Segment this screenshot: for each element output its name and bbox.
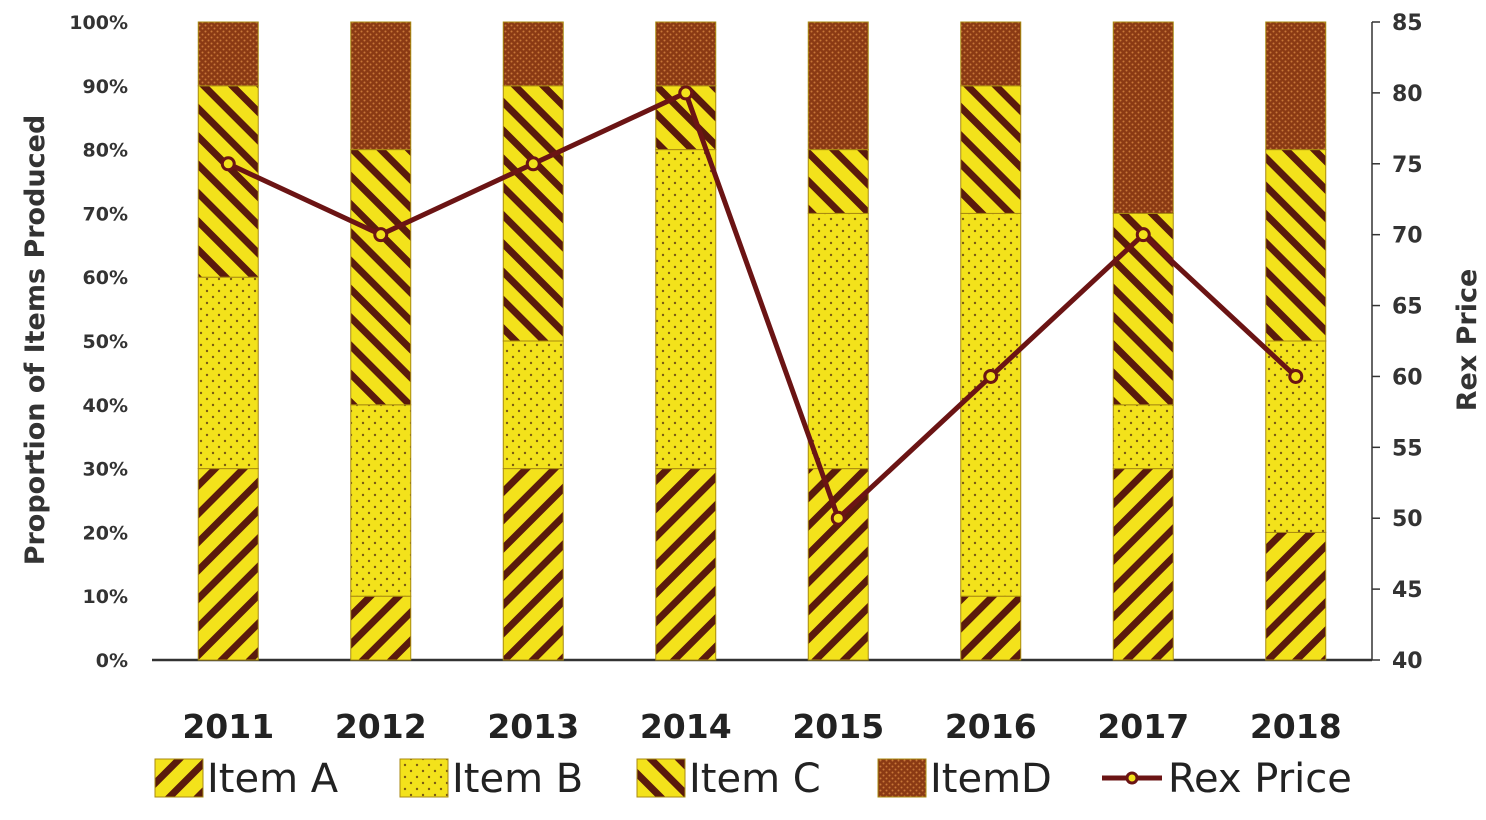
bar-item-a-2012 [350,595,412,661]
axes [152,21,1380,662]
y2-tick-label: 60 [1392,365,1423,390]
legend-item-itemd: ItemD [877,756,1052,802]
bar-item-b-2016 [960,212,1022,597]
bar-itemd-2016 [960,21,1022,87]
bar-item-b-2011 [197,276,259,470]
y-tick-label: 90% [83,76,128,98]
y-tick-label: 30% [83,459,128,481]
x-tick-label-2016: 2016 [945,707,1037,746]
rex-price-line-layer [220,85,1304,526]
y2-tick-label: 70 [1392,224,1423,249]
legend-marker [1125,771,1139,785]
y2-tick-label: 75 [1392,153,1423,178]
bar-item-b-2015 [807,212,869,470]
legend-swatch [399,758,449,798]
legend-item-rex-price: Rex Price [1102,756,1352,802]
y2-tick-label: 85 [1392,11,1423,36]
y-axis-title: Proportion of Items Produced [20,115,51,566]
legend-swatch [636,758,686,798]
bar-itemd-2018 [1265,21,1327,151]
bar-itemd-2012 [350,21,412,151]
y-tick-label: 20% [83,522,128,544]
bar-item-c-2018 [1265,149,1327,342]
rex-price-point-2017 [1135,227,1151,243]
bar-item-c-2016 [960,85,1022,214]
bar-item-a-2013 [502,468,564,661]
legend-swatch [154,758,204,798]
bar-item-c-2015 [807,149,869,214]
x-tick-label-2014: 2014 [640,707,732,746]
bar-item-a-2014 [655,468,717,661]
bar-itemd-2011 [197,21,259,87]
tick-labels: 0% 10% 20% 30% 40% 50% 60% 70% 80% 90% 100% 40 45 50 5… [69,11,1422,746]
bar-itemd-2017 [1112,21,1174,214]
legend: Item A Item B Item C ItemD Rex Price [154,756,1352,802]
bar-item-c-2011 [197,85,259,278]
bar-itemd-2015 [807,21,869,151]
y-tick-label: 0% [96,650,128,672]
legend-item-item-c: Item C [636,756,821,802]
bars [197,21,1327,661]
bar-item-b-2012 [350,404,412,597]
y-tick-label: 100% [69,12,128,34]
y-tick-label: 80% [83,140,128,162]
x-tick-label-2013: 2013 [487,707,579,746]
bar-itemd-2014 [655,21,717,87]
x-tick-label-2017: 2017 [1097,707,1189,746]
bar-item-a-2011 [197,468,259,661]
bar-item-b-2017 [1112,404,1174,470]
bar-item-b-2013 [502,340,564,470]
y2-tick-label: 40 [1392,649,1423,674]
x-tick-label-2012: 2012 [335,707,427,746]
y2-tick-label: 80 [1392,82,1423,107]
legend-label: Item B [452,756,583,802]
y-tick-label: 50% [83,331,128,353]
rex-price-line [227,90,1298,521]
rex-price-point-2014 [678,85,694,101]
y-tick-label: 40% [83,395,128,417]
bar-item-a-2016 [960,595,1022,661]
legend-label: Rex Price [1168,756,1352,802]
legend-item-item-a: Item A [154,756,339,802]
legend-item-item-b: Item B [399,756,583,802]
bar-itemd-2013 [502,21,564,87]
y2-tick-label: 45 [1392,578,1423,603]
rex-price-point-2015 [830,510,846,526]
bar-item-c-2012 [350,149,412,406]
x-tick-label-2015: 2015 [792,707,884,746]
bar-item-a-2017 [1112,468,1174,661]
y2-axis-title: Rex Price [1452,269,1483,412]
y2-tick-label: 55 [1392,436,1423,461]
rex-price-point-2012 [373,227,389,243]
rex-price-point-2016 [983,368,999,384]
y-tick-label: 10% [83,586,128,608]
bar-item-c-2013 [502,85,564,342]
y2-tick-label: 65 [1392,295,1423,320]
rex-price-point-2011 [220,156,236,172]
rex-price-point-2018 [1288,368,1304,384]
y-tick-label: 70% [83,203,128,225]
rex-price-point-2013 [525,156,541,172]
bar-item-b-2014 [655,149,717,470]
y2-tick-label: 50 [1392,507,1423,532]
x-tick-label-2018: 2018 [1250,707,1342,746]
legend-label: Item A [207,756,339,802]
bar-item-a-2018 [1265,531,1327,661]
x-tick-label-2011: 2011 [182,707,274,746]
legend-label: ItemD [930,756,1052,802]
legend-label: Item C [689,756,821,802]
y-tick-label: 60% [83,267,128,289]
legend-swatch [877,758,927,798]
